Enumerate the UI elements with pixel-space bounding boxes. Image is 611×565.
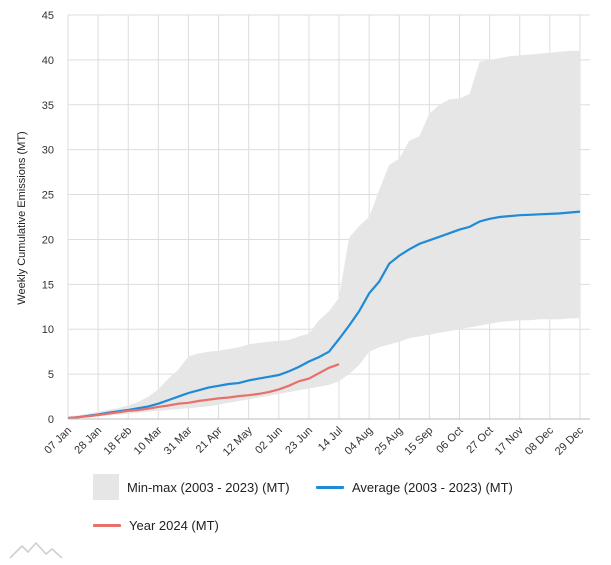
year-2024-line <box>67 363 340 420</box>
mountain-logo-icon <box>8 540 64 565</box>
y-tick-label: 25 <box>42 190 54 202</box>
y-tick-label: 35 <box>42 100 54 112</box>
band-swatch-icon <box>93 474 119 500</box>
x-tick-label: 04 Aug <box>343 425 376 458</box>
legend-label-min-max: Min-max (2003 - 2023) (MT) <box>127 479 290 495</box>
y-tick-label: 0 <box>48 414 54 426</box>
y-tick-label: 40 <box>42 55 54 67</box>
x-tick-label: 23 Jun <box>283 425 315 457</box>
y-tick-label: 20 <box>42 234 54 246</box>
x-tick-label: 25 Aug <box>373 425 406 458</box>
y-tick-label: 5 <box>48 369 54 381</box>
x-tick-label: 14 Jul <box>316 425 345 454</box>
x-tick-label: 02 Jun <box>253 425 285 457</box>
legend-label-average: Average (2003 - 2023) (MT) <box>352 480 513 495</box>
legend-item-min-max[interactable]: Min-max (2003 - 2023) (MT) <box>93 474 290 500</box>
line-swatch-icon <box>93 524 121 527</box>
legend-item-average[interactable]: Average (2003 - 2023) (MT) <box>316 480 513 495</box>
y-axis-title: Weekly Cumulative Emissions (MT) <box>16 131 28 304</box>
x-tick-label: 27 Oct <box>464 425 495 456</box>
x-tick-label: 17 Nov <box>493 424 526 457</box>
average-line <box>67 210 581 420</box>
x-tick-label: 08 Dec <box>523 424 556 457</box>
y-tick-label: 45 <box>42 10 54 22</box>
x-tick-label: 07 Jan <box>42 425 74 457</box>
min-max-band <box>68 50 580 420</box>
line-swatch-icon <box>316 486 344 489</box>
y-tick-label: 30 <box>42 145 54 157</box>
y-axis-ticks: 0 5 10 15 20 25 30 35 40 45 <box>42 10 54 426</box>
y-tick-label: 15 <box>42 279 54 291</box>
x-tick-label: 18 Feb <box>102 425 135 458</box>
x-tick-label: 28 Jan <box>72 425 104 457</box>
x-tick-label: 10 Mar <box>132 424 165 457</box>
legend-label-year-2024: Year 2024 (MT) <box>129 518 219 533</box>
x-tick-label: 29 Dec <box>553 424 586 457</box>
x-tick-label: 06 Oct <box>434 425 465 456</box>
legend-item-year-2024[interactable]: Year 2024 (MT) <box>93 518 219 533</box>
x-tick-label: 15 Sep <box>402 425 435 458</box>
x-tick-label: 31 Mar <box>162 424 195 457</box>
y-tick-label: 10 <box>42 324 54 336</box>
x-tick-label: 12 May <box>221 424 255 458</box>
